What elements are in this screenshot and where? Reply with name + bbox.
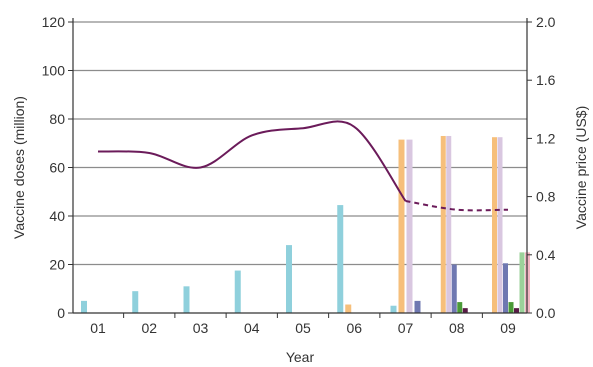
bar (446, 135, 452, 313)
bar (462, 308, 468, 313)
bar (398, 139, 405, 313)
bar (451, 264, 457, 313)
left-y-axis-title: Vaccine doses (million) (11, 96, 27, 239)
left-tick-label: 20 (49, 257, 65, 273)
left-tick-label: 120 (42, 14, 66, 30)
bar (132, 291, 139, 313)
tick-labels: 0 20 40 60 80 100 120 0.0 0.4 0.8 1.2 1.6 2.0 01 02 03 0… (42, 14, 556, 336)
x-tick-label: 05 (295, 320, 311, 336)
bar (337, 205, 344, 313)
right-tick-label: 0.4 (536, 247, 556, 263)
gridlines (73, 21, 527, 266)
right-tick-label: 0.0 (536, 305, 556, 321)
left-tick-label: 100 (42, 63, 66, 79)
bar (345, 304, 352, 313)
price-line-solid (97, 120, 407, 202)
x-tick-label: 07 (398, 320, 414, 336)
right-tick-label: 2.0 (536, 14, 556, 30)
bar (508, 302, 514, 313)
bar (457, 302, 463, 313)
right-tick-label: 1.2 (536, 130, 556, 146)
x-tick-label: 01 (90, 320, 106, 336)
bar (406, 139, 413, 313)
x-tick-label: 08 (449, 320, 465, 336)
bar (440, 135, 446, 313)
bar (514, 308, 519, 313)
x-tick-label: 02 (141, 320, 157, 336)
right-tick-label: 0.8 (536, 189, 556, 205)
x-tick-label: 09 (500, 320, 516, 336)
price-line-dashed (405, 199, 509, 212)
bar (390, 305, 397, 313)
price-line (97, 120, 509, 212)
bar (414, 300, 421, 313)
bar (183, 286, 190, 313)
bar (81, 300, 87, 313)
bar (286, 245, 292, 313)
bars (81, 135, 530, 313)
left-tick-label: 0 (57, 305, 65, 321)
left-tick-label: 80 (49, 111, 65, 127)
right-y-axis-title: Vaccine price (US$) (573, 106, 589, 229)
x-tick-label: 06 (346, 320, 362, 336)
bar (497, 137, 503, 313)
axes (72, 18, 528, 314)
left-tick-label: 60 (49, 160, 65, 176)
bar (519, 252, 525, 313)
bar (503, 263, 508, 313)
x-axis-title: Year (286, 349, 315, 365)
bar (492, 137, 497, 313)
x-tick-label: 04 (244, 320, 260, 336)
x-tick-label: 03 (193, 320, 209, 336)
right-tick-label: 1.6 (536, 72, 556, 88)
bar (234, 270, 241, 313)
left-tick-label: 40 (49, 208, 65, 224)
